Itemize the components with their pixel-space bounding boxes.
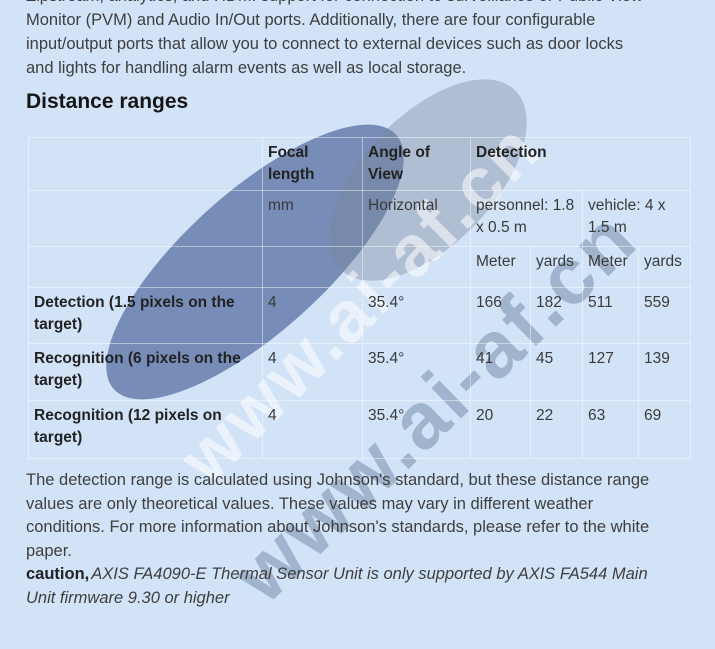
notes-line: paper. [26,541,72,560]
table-units-row: mm Horizontal personnel: 1.8 x 0.5 m veh… [28,190,691,247]
row-label-detection-1-5: Detection (1.5 pixels on the target) [28,287,263,344]
measure-meter: Meter [470,246,531,288]
cell-focal: 4 [262,400,363,459]
caution-line: caution, AXIS FA4090-E Thermal Sensor Uni… [26,563,706,587]
intro-paragraph: Zipstream, analytics, and HDMI support f… [26,0,706,80]
empty-cell [28,246,263,288]
measure-yards: yards [530,246,583,288]
table-row: Detection (1.5 pixels on the target) 4 3… [28,287,691,344]
col-header-angle-of-view: Angle of View [362,137,471,191]
measure-yards: yards [638,246,691,288]
table-row: Recognition (12 pixels on target) 4 35.4… [28,400,691,459]
measure-meter: Meter [582,246,639,288]
caution-label: caution, [26,565,90,583]
intro-line: Monitor (PVM) and Audio In/Out ports. Ad… [26,11,596,29]
cell-vehicle-meter: 63 [582,400,639,459]
table-header-row: Focal length Angle of View Detection [28,137,691,191]
intro-line-clipped: Zipstream, analytics, and HDMI support f… [26,0,706,8]
caution-text-line1: AXIS FA4090-E Thermal Sensor Unit is onl… [91,565,648,583]
intro-line: and lights for handling alarm events as … [26,59,467,77]
cell-vehicle-yards: 139 [638,343,691,401]
cell-angle: 35.4° [362,400,471,459]
intro-line: input/output ports that allow you to con… [26,35,624,53]
col-header-detection: Detection [470,137,691,191]
empty-cell [28,137,263,191]
unit-mm: mm [262,190,363,247]
row-label-recognition-12: Recognition (12 pixels on target) [28,400,263,459]
cell-personnel-meter: 166 [470,287,531,344]
table-measure-row: Meter yards Meter yards [28,246,691,288]
unit-vehicle: vehicle: 4 x 1.5 m [582,190,691,247]
empty-cell [262,246,363,288]
cell-vehicle-meter: 127 [582,343,639,401]
cell-vehicle-meter: 511 [582,287,639,344]
notes-line: values are only theoretical values. Thes… [26,494,594,513]
row-label-recognition-6: Recognition (6 pixels on the target) [28,343,263,401]
notes-line: conditions. For more information about J… [26,518,650,536]
cell-personnel-yards: 45 [530,343,583,401]
cell-focal: 4 [262,343,363,401]
cell-angle: 35.4° [362,343,471,401]
empty-cell [362,246,471,288]
notes-line: The detection range is calculated using … [26,471,650,489]
cell-vehicle-yards: 559 [638,287,691,344]
cell-angle: 35.4° [362,287,471,344]
table-row: Recognition (6 pixels on the target) 4 3… [28,343,691,401]
unit-personnel: personnel: 1.8 x 0.5 m [470,190,583,247]
cell-personnel-meter: 20 [470,400,531,459]
cell-vehicle-yards: 69 [638,400,691,459]
cell-personnel-meter: 41 [470,343,531,401]
cell-personnel-yards: 22 [530,400,583,459]
unit-horizontal: Horizontal [362,190,471,247]
cell-focal: 4 [262,287,363,344]
caution-text-line2: Unit firmware 9.30 or higher [26,588,230,607]
notes-paragraph: The detection range is calculated using … [26,469,706,610]
cell-personnel-yards: 182 [530,287,583,344]
empty-cell [28,190,263,247]
col-header-focal-length: Focal length [262,137,363,191]
page-title: Distance ranges [26,90,189,113]
distance-ranges-table: Focal length Angle of View Detection mm … [28,137,691,459]
